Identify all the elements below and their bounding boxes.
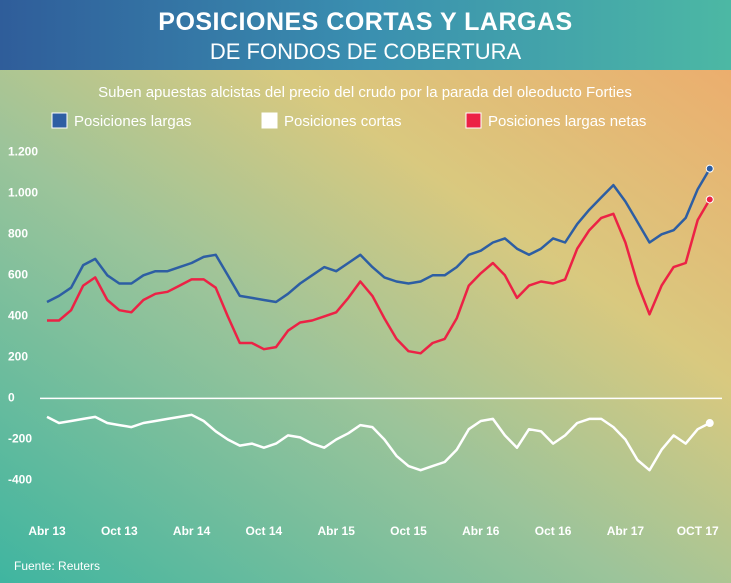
end-marker	[705, 195, 714, 204]
legend-swatch	[465, 112, 482, 129]
chart-title: POSICIONES CORTAS Y LARGAS	[158, 8, 573, 36]
x-tick-label: Abr 13	[28, 524, 66, 538]
series-line	[47, 198, 711, 355]
legend-swatch	[261, 112, 278, 129]
x-tick-label: Abr 16	[462, 524, 500, 538]
end-marker	[705, 164, 714, 173]
x-tick-label: OCT 17	[677, 524, 719, 538]
legend-label: Posiciones cortas	[284, 113, 402, 130]
x-tick-label: Oct 16	[535, 524, 572, 538]
header: POSICIONES CORTAS Y LARGAS DE FONDOS DE …	[0, 0, 731, 70]
legend-swatch	[51, 112, 68, 129]
chart-subtitle: DE FONDOS DE COBERTURA	[209, 39, 522, 64]
y-tick-label: 200	[8, 350, 28, 364]
y-tick-label: 600	[8, 268, 28, 282]
y-tick-label: 400	[8, 309, 28, 323]
x-tick-label: Oct 14	[246, 524, 283, 538]
y-tick-label: -200	[8, 432, 32, 446]
x-tick-label: Abr 14	[173, 524, 211, 538]
series-line	[46, 413, 711, 472]
y-tick-label: 1.200	[8, 144, 38, 158]
series-line	[46, 168, 711, 304]
y-tick-label: 0	[8, 391, 15, 405]
x-tick-label: Oct 15	[390, 524, 427, 538]
x-tick-label: Oct 13	[101, 524, 138, 538]
legend-label: Posiciones largas netas	[488, 113, 646, 130]
y-tick-label: 800	[8, 226, 28, 240]
source: Fuente: Reuters	[14, 559, 100, 573]
end-marker	[705, 419, 714, 428]
description: Suben apuestas alcistas del precio del c…	[98, 84, 632, 101]
x-tick-label: Abr 17	[607, 524, 645, 538]
y-tick-label: -400	[8, 473, 32, 487]
y-tick-label: 1.000	[8, 185, 38, 199]
legend-label: Posiciones largas	[74, 113, 192, 130]
x-tick-label: Abr 15	[318, 524, 356, 538]
